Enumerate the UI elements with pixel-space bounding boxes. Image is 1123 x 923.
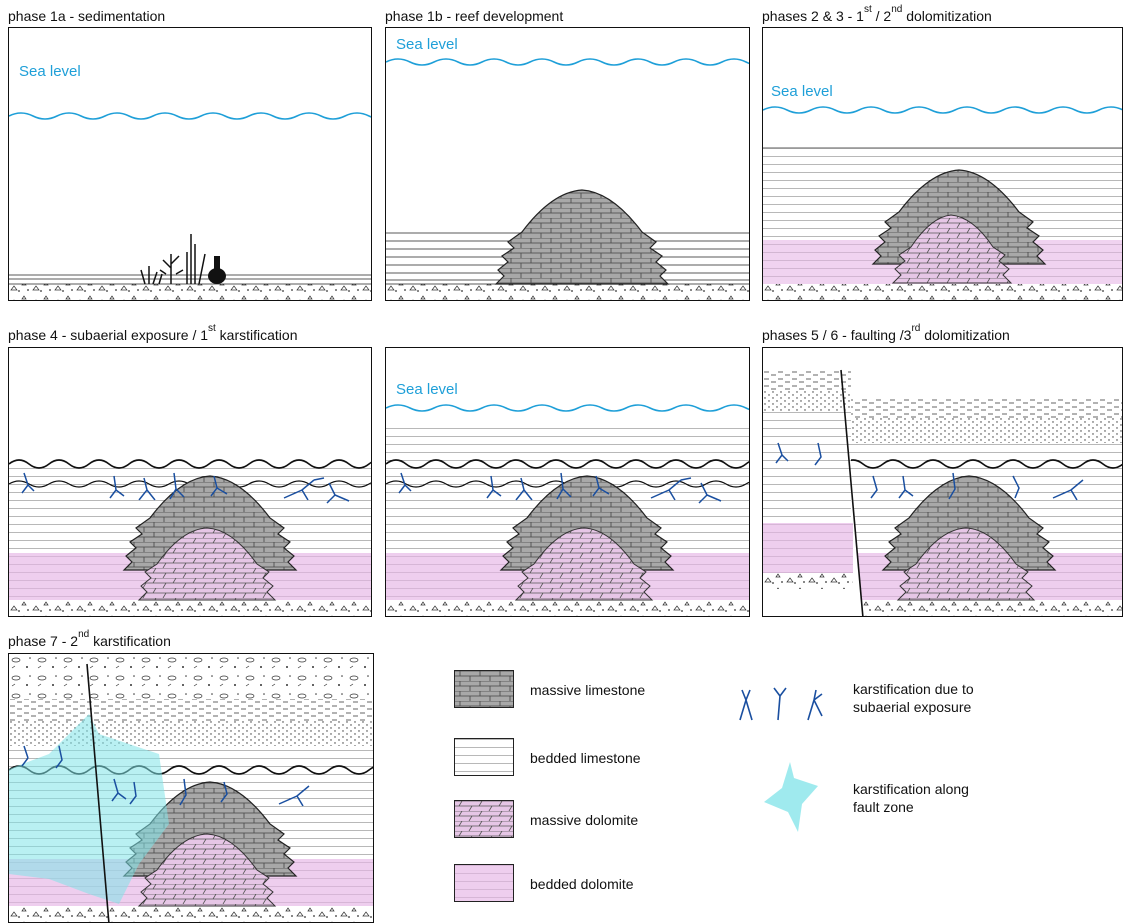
phase-23-title: phases 2 & 3 - 1st / 2nd dolomitization xyxy=(762,4,992,24)
fault-zone-karst xyxy=(9,714,169,904)
phase-7-panel xyxy=(8,653,374,923)
sea-level-line xyxy=(9,112,371,120)
phase-56-title: phases 5 / 6 - faulting /3rd dolomitizat… xyxy=(762,323,1010,343)
phase-4b-panel: Sea level xyxy=(385,347,750,617)
phase-23-panel: Sea level xyxy=(762,27,1123,301)
legend-karst-subaerial-label: karstification due to subaerial exposure xyxy=(853,681,974,715)
karst-subaerial-icon xyxy=(730,680,840,729)
phase-1a-panel: Sea level xyxy=(8,27,372,301)
phase-4-title: phase 4 - subaerial exposure / 1st karst… xyxy=(8,323,298,343)
fault-line xyxy=(840,369,864,616)
massive-limestone-reef xyxy=(494,189,670,285)
legend-massive-dolomite-swatch xyxy=(454,800,514,838)
legend-massive-dolomite-label: massive dolomite xyxy=(530,812,639,828)
phase-1a-title: phase 1a - sedimentation xyxy=(8,8,166,24)
karst-fault-icon xyxy=(758,758,828,843)
reef-organisms xyxy=(140,234,206,285)
legend-karst-fault-label: karstification along fault zone xyxy=(853,781,969,815)
legend-bedded-dolomite-swatch xyxy=(454,864,514,902)
legend-bedded-limestone-swatch xyxy=(454,738,514,776)
karst-network xyxy=(21,472,350,504)
legend-massive-limestone-swatch xyxy=(454,670,514,708)
phase-7-title: phase 7 - 2nd karstification xyxy=(8,629,171,649)
phase-56-panel xyxy=(762,347,1123,617)
legend-bedded-dolomite-label: bedded dolomite xyxy=(530,876,634,892)
sea-level-label: Sea level xyxy=(19,63,81,80)
legend-bedded-limestone-label: bedded limestone xyxy=(530,750,641,766)
phase-4-panel xyxy=(8,347,372,617)
phase-1b-panel: Sea level xyxy=(385,27,750,301)
phase-1b-title: phase 1b - reef development xyxy=(385,8,564,24)
legend-massive-limestone-label: massive limestone xyxy=(530,682,646,698)
